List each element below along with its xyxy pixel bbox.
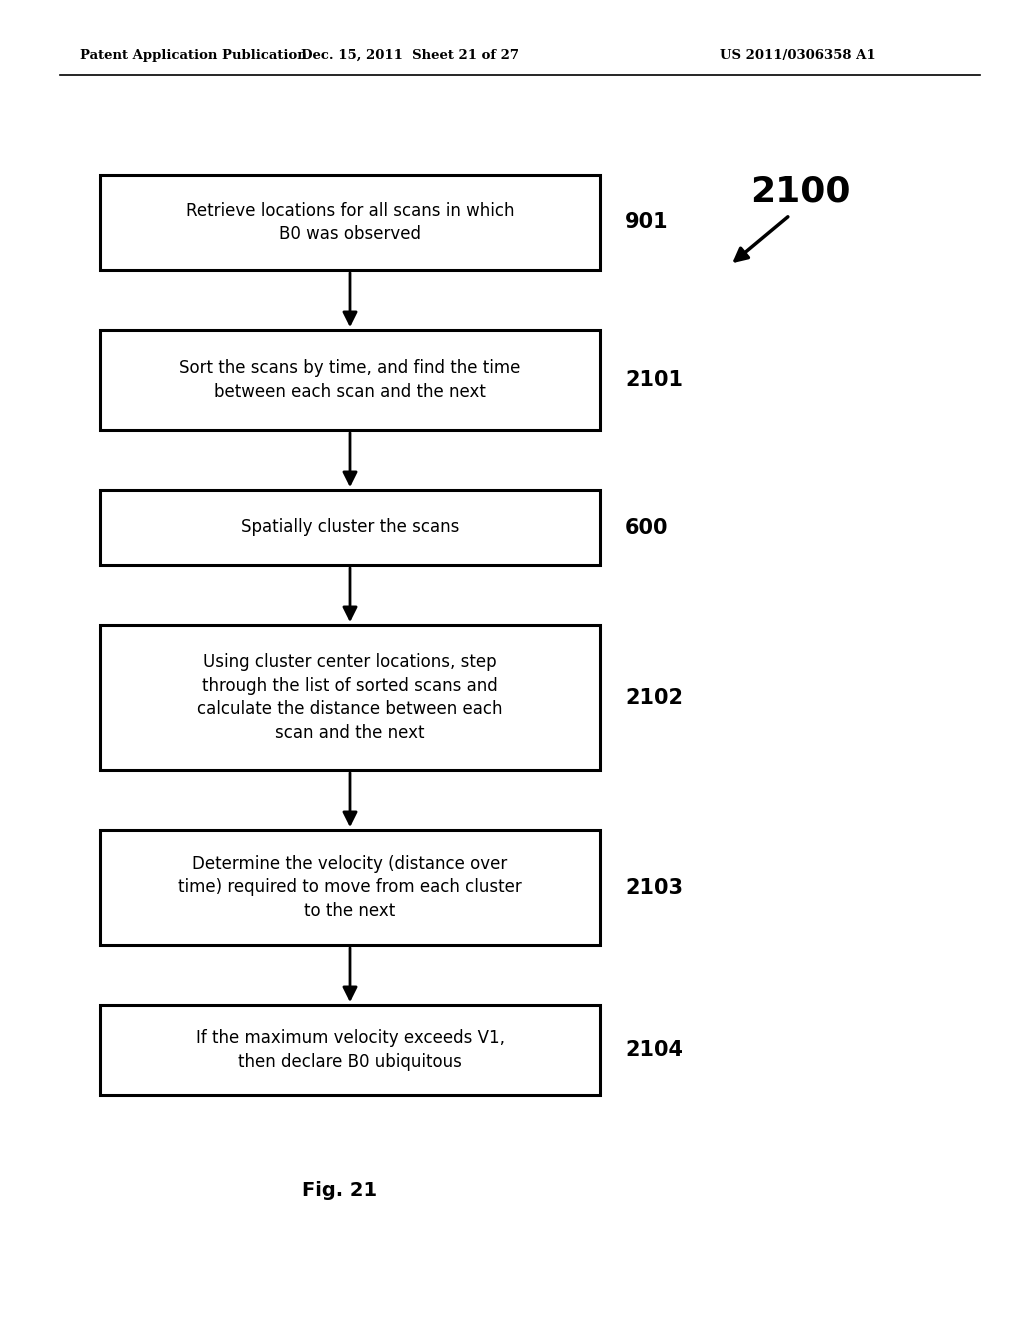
Text: 901: 901 bbox=[625, 213, 669, 232]
Text: US 2011/0306358 A1: US 2011/0306358 A1 bbox=[720, 49, 876, 62]
Text: Sort the scans by time, and find the time
between each scan and the next: Sort the scans by time, and find the tim… bbox=[179, 359, 520, 401]
Bar bbox=[100, 830, 600, 945]
Bar bbox=[100, 1005, 600, 1096]
Bar bbox=[100, 624, 600, 770]
Text: 2100: 2100 bbox=[750, 176, 851, 209]
Text: 600: 600 bbox=[625, 517, 669, 537]
Text: Determine the velocity (distance over
time) required to move from each cluster
t: Determine the velocity (distance over ti… bbox=[178, 855, 522, 920]
Text: 2101: 2101 bbox=[625, 370, 683, 389]
Bar bbox=[100, 176, 600, 271]
Text: Retrieve locations for all scans in which
B0 was observed: Retrieve locations for all scans in whic… bbox=[185, 202, 514, 243]
Bar bbox=[100, 330, 600, 430]
Text: Patent Application Publication: Patent Application Publication bbox=[80, 49, 307, 62]
Text: 2103: 2103 bbox=[625, 878, 683, 898]
Text: If the maximum velocity exceeds V1,
then declare B0 ubiquitous: If the maximum velocity exceeds V1, then… bbox=[196, 1030, 505, 1071]
Text: Using cluster center locations, step
through the list of sorted scans and
calcul: Using cluster center locations, step thr… bbox=[198, 653, 503, 742]
Text: 2104: 2104 bbox=[625, 1040, 683, 1060]
Text: Dec. 15, 2011  Sheet 21 of 27: Dec. 15, 2011 Sheet 21 of 27 bbox=[301, 49, 519, 62]
Bar bbox=[100, 490, 600, 565]
Text: 2102: 2102 bbox=[625, 688, 683, 708]
Text: Fig. 21: Fig. 21 bbox=[302, 1180, 378, 1200]
Text: Spatially cluster the scans: Spatially cluster the scans bbox=[241, 519, 459, 536]
